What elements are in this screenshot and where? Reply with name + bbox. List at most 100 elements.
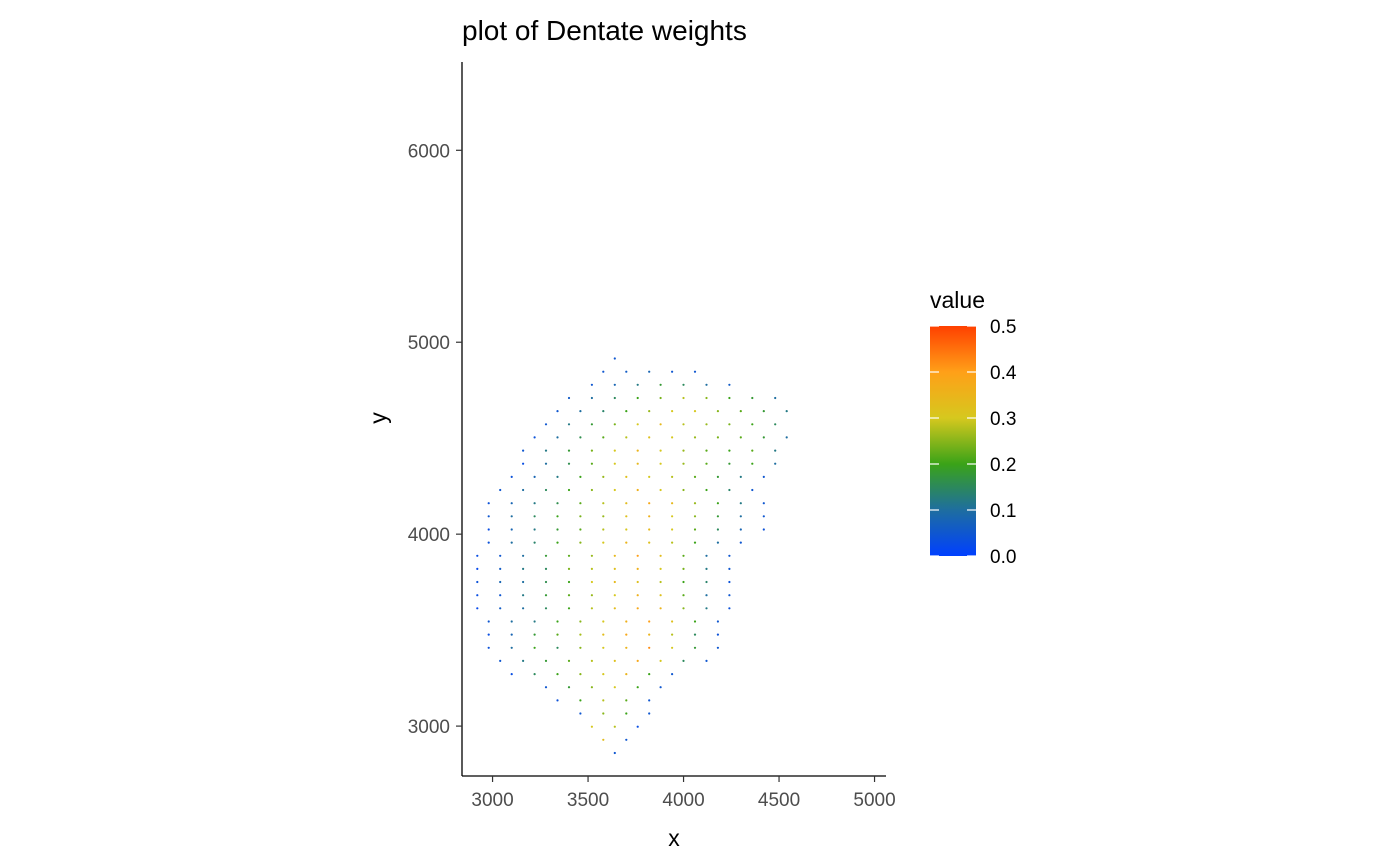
data-point	[693, 502, 697, 505]
data-point	[522, 594, 525, 597]
data-point	[648, 502, 651, 505]
data-point	[556, 436, 559, 439]
data-point	[590, 686, 594, 689]
data-point	[716, 528, 720, 531]
data-point	[522, 554, 525, 557]
data-point	[751, 423, 754, 426]
data-point	[716, 646, 720, 649]
data-point	[693, 436, 697, 439]
data-point	[671, 528, 674, 531]
data-point	[556, 673, 559, 676]
data-point	[579, 673, 582, 676]
data-point	[716, 475, 720, 478]
data-point	[751, 462, 754, 465]
data-point	[544, 567, 548, 571]
data-point	[636, 580, 639, 584]
data-point	[625, 370, 628, 373]
colorbar-tick-label: 0.1	[990, 501, 1016, 522]
data-point	[499, 594, 502, 597]
data-point	[636, 686, 639, 689]
data-point	[728, 462, 731, 465]
data-point	[671, 502, 674, 505]
data-point	[693, 528, 697, 531]
data-point	[567, 449, 571, 452]
data-point	[659, 594, 662, 597]
data-point	[556, 633, 559, 636]
data-point	[567, 488, 571, 492]
data-point	[636, 396, 639, 400]
data-point	[682, 567, 685, 571]
colorbar-tick-label: 0.0	[990, 547, 1016, 568]
data-point	[476, 580, 479, 584]
legend: value 0.0 0.1 0.2 0.3 0.4 0.5	[930, 287, 1017, 568]
data-point	[716, 620, 720, 623]
data-point	[590, 423, 594, 426]
data-point	[544, 594, 548, 597]
data-point	[613, 488, 616, 492]
data-point	[613, 686, 616, 689]
data-point	[590, 594, 594, 597]
data-point	[659, 449, 662, 452]
data-point	[579, 502, 582, 505]
data-point	[602, 410, 605, 413]
legend-title: value	[930, 287, 985, 313]
data-point	[544, 462, 548, 465]
data-point	[693, 515, 697, 518]
data-point	[567, 567, 571, 571]
data-point	[705, 449, 708, 452]
data-point	[602, 699, 605, 702]
data-point	[579, 633, 582, 636]
data-point	[579, 699, 582, 702]
data-point	[613, 449, 616, 452]
data-point	[510, 646, 513, 649]
data-point	[659, 580, 662, 584]
y-tick-label: 6000	[408, 141, 450, 162]
data-point	[544, 449, 548, 452]
data-point	[648, 699, 651, 702]
data-point	[590, 383, 594, 386]
data-point	[602, 646, 605, 649]
data-point	[579, 620, 582, 623]
data-point	[716, 502, 720, 505]
data-point	[567, 686, 571, 689]
data-point	[693, 633, 697, 636]
data-point	[613, 357, 616, 360]
data-point	[567, 580, 571, 584]
data-point	[567, 594, 571, 597]
data-point	[682, 594, 685, 597]
data-point	[510, 620, 513, 623]
data-point	[613, 607, 616, 610]
data-point	[739, 515, 742, 518]
data-point	[544, 607, 548, 610]
data-points	[476, 357, 788, 755]
data-point	[510, 502, 513, 505]
data-point	[728, 580, 731, 584]
x-tick-label: 3000	[471, 790, 513, 811]
data-point	[659, 567, 662, 571]
data-point	[785, 410, 788, 413]
data-point	[613, 725, 616, 728]
data-point	[659, 396, 662, 400]
data-point	[613, 396, 616, 400]
y-tick-label: 4000	[408, 525, 450, 546]
data-point	[487, 502, 490, 505]
data-point	[625, 712, 628, 715]
data-point	[510, 633, 513, 636]
data-point	[533, 515, 536, 518]
data-point	[590, 462, 594, 465]
data-point	[739, 528, 742, 531]
data-point	[602, 515, 605, 518]
data-point	[613, 383, 616, 386]
data-point	[510, 515, 513, 518]
data-point	[487, 541, 490, 544]
data-point	[510, 528, 513, 531]
data-point	[693, 410, 697, 413]
data-point	[556, 528, 559, 531]
data-point	[533, 436, 536, 439]
data-point	[556, 541, 559, 544]
data-point	[625, 410, 628, 413]
data-point	[659, 423, 662, 426]
data-point	[671, 620, 674, 623]
data-point	[579, 541, 582, 544]
data-point	[762, 410, 765, 413]
